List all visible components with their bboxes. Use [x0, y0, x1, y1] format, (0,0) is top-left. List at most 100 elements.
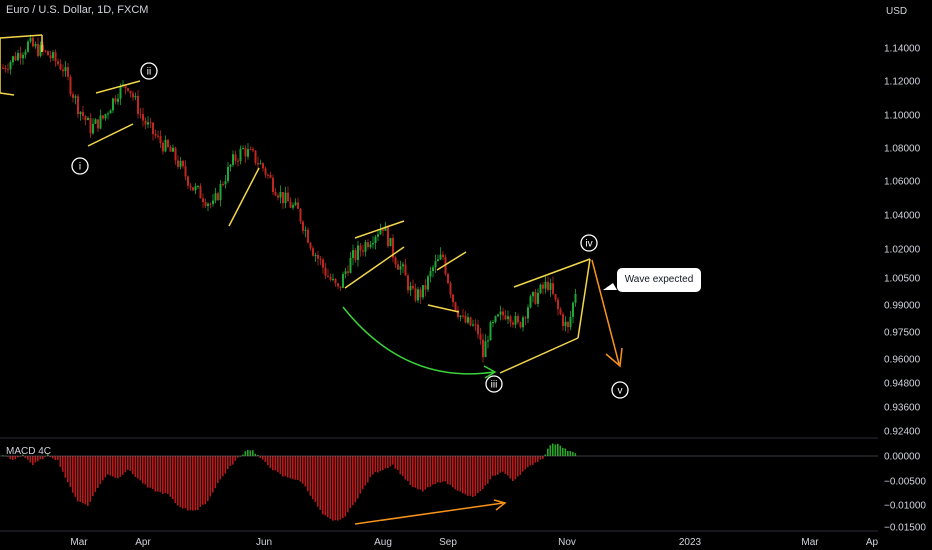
candle-body: [209, 203, 212, 205]
macd-bar: [39, 456, 42, 460]
candle-body: [89, 118, 92, 134]
candle-body: [349, 257, 352, 273]
macd-bar: [227, 456, 229, 470]
candle-body: [129, 90, 132, 94]
candle-body: [457, 310, 459, 317]
macd-bar: [49, 456, 52, 458]
macd-bar: [222, 456, 224, 477]
macd-bar: [179, 456, 182, 508]
candle-body: [162, 143, 164, 152]
macd-bar: [349, 456, 352, 509]
price-tick-label: 0.93600: [884, 403, 921, 414]
candle-body: [564, 321, 567, 327]
candle-body: [77, 96, 79, 115]
macd-bar: [182, 456, 184, 509]
macd-bar: [234, 456, 237, 461]
macd-bar: [519, 456, 522, 475]
candle-body: [279, 191, 282, 198]
candle-body: [334, 278, 337, 284]
macd-bar: [332, 456, 334, 521]
wave-expected-callout[interactable]: Wave expected: [617, 268, 701, 292]
candle-body: [354, 250, 357, 260]
symbol-title: Euro / U.S. Dollar, 1D, FXCM: [6, 4, 149, 16]
macd-bar: [482, 456, 484, 489]
candle-body: [82, 111, 84, 116]
macd-bar: [444, 456, 447, 482]
macd-bar: [159, 456, 162, 493]
candle-body: [112, 98, 114, 111]
macd-bar: [12, 456, 14, 460]
candle-body: [554, 294, 557, 300]
candle-body: [194, 186, 197, 191]
candle-body: [362, 250, 364, 252]
macd-bar: [352, 456, 354, 506]
macd-bar: [554, 444, 557, 456]
macd-bar: [322, 456, 324, 515]
macd-bar: [407, 456, 409, 482]
macd-bar: [74, 456, 77, 497]
candle-body: [314, 255, 317, 257]
macd-bar: [249, 450, 252, 456]
macd-bar: [339, 456, 342, 520]
candle-body: [69, 76, 72, 95]
candle-body: [542, 284, 544, 289]
candle-body: [304, 229, 307, 231]
candle-body: [302, 221, 304, 231]
candle-body: [277, 195, 279, 198]
candle-body: [559, 309, 562, 315]
wave3-arc-arrowhead: [483, 365, 497, 379]
price-axis[interactable]: USD 1.14000 1.12000 1.10000 1.08000 1.06000 1.…: [0, 6, 926, 534]
candle-body: [22, 54, 24, 59]
macd-bar: [479, 456, 482, 492]
macd-bar: [369, 456, 372, 478]
macd-bar: [474, 456, 477, 496]
candle-body: [364, 242, 367, 252]
macd-bar: [257, 455, 259, 456]
candle-body: [104, 114, 107, 119]
macd-bar: [59, 456, 62, 467]
price-tick-label: 0.92400: [884, 427, 921, 438]
candle-body: [59, 64, 62, 70]
macd-indicator-label[interactable]: MACD 4C: [6, 446, 52, 457]
macd-bar: [117, 456, 119, 479]
macd-bar: [162, 456, 164, 494]
time-axis[interactable]: Mar Apr Jun Aug Sep Nov 2023 Mar Ap: [70, 537, 878, 548]
candle-body: [222, 183, 224, 185]
macd-bar: [127, 456, 129, 470]
candle-body: [422, 285, 424, 298]
candle-body: [534, 291, 537, 304]
macd-bar: [439, 456, 442, 483]
macd-bar: [312, 456, 314, 500]
channel-edge: [577, 258, 591, 339]
macd-bar: [202, 456, 204, 505]
projection-arrowhead: [605, 347, 623, 368]
candle-body: [544, 281, 547, 289]
channel-lower-line: [344, 246, 405, 289]
macd-bar: [467, 456, 469, 496]
macd-bar: [314, 456, 317, 503]
time-tick-label: Sep: [439, 537, 457, 548]
macd-bar: [419, 456, 422, 490]
candle-body: [189, 185, 192, 188]
candle-body: [379, 229, 382, 235]
macd-bar: [562, 447, 564, 456]
candle-body: [44, 50, 47, 52]
macd-tick-label: −0.01500: [884, 523, 926, 534]
macd-bar: [47, 454, 49, 456]
candle-body: [407, 275, 409, 291]
candle-body: [572, 302, 574, 317]
candle-body: [414, 288, 417, 301]
candle-body: [187, 176, 189, 186]
candle-body: [127, 88, 129, 91]
macd-bar: [107, 456, 109, 475]
candle-body: [64, 67, 67, 72]
candle-body: [447, 273, 449, 284]
macd-bar: [207, 456, 209, 502]
candle-body: [489, 322, 492, 341]
macd-bar: [569, 450, 572, 456]
candle-body: [199, 185, 202, 199]
macd-bar: [119, 456, 122, 477]
macd-bar: [294, 456, 297, 480]
macd-bar: [14, 456, 17, 460]
